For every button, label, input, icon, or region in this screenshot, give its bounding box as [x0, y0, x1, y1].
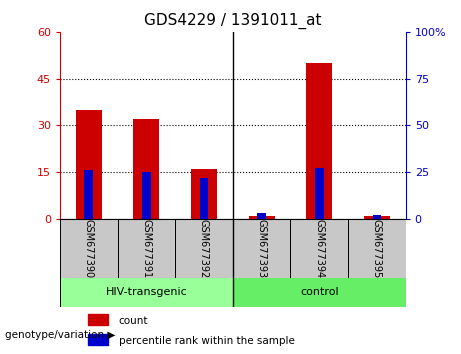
Bar	[257, 213, 266, 219]
Bar	[133, 119, 160, 219]
Bar	[372, 215, 381, 219]
Bar	[88, 314, 108, 325]
Text: HIV-transgenic: HIV-transgenic	[106, 287, 187, 297]
Bar	[315, 168, 324, 219]
Bar	[142, 172, 151, 219]
Bar	[364, 216, 390, 219]
Text: GSM677391: GSM677391	[142, 218, 151, 278]
Bar	[76, 110, 102, 219]
Bar	[84, 170, 93, 219]
Text: GSM677394: GSM677394	[314, 218, 324, 278]
Bar	[233, 219, 290, 278]
Title: GDS4229 / 1391011_at: GDS4229 / 1391011_at	[144, 13, 322, 29]
Text: control: control	[300, 287, 338, 297]
Bar	[118, 219, 175, 278]
Bar	[88, 334, 108, 345]
Bar	[348, 219, 406, 278]
Text: genotype/variation ▶: genotype/variation ▶	[5, 330, 115, 339]
Text: GSM677393: GSM677393	[257, 218, 266, 278]
Text: count: count	[118, 316, 148, 326]
Bar	[191, 169, 217, 219]
Bar	[60, 278, 233, 307]
Bar	[200, 178, 208, 219]
Text: GSM677392: GSM677392	[199, 218, 209, 278]
Text: percentile rank within the sample: percentile rank within the sample	[118, 336, 295, 346]
Bar	[233, 278, 406, 307]
Text: GSM677390: GSM677390	[84, 218, 94, 278]
Bar	[306, 63, 332, 219]
Bar	[290, 219, 348, 278]
Bar	[60, 219, 118, 278]
Bar	[175, 219, 233, 278]
Bar	[248, 216, 275, 219]
Text: GSM677395: GSM677395	[372, 218, 382, 278]
